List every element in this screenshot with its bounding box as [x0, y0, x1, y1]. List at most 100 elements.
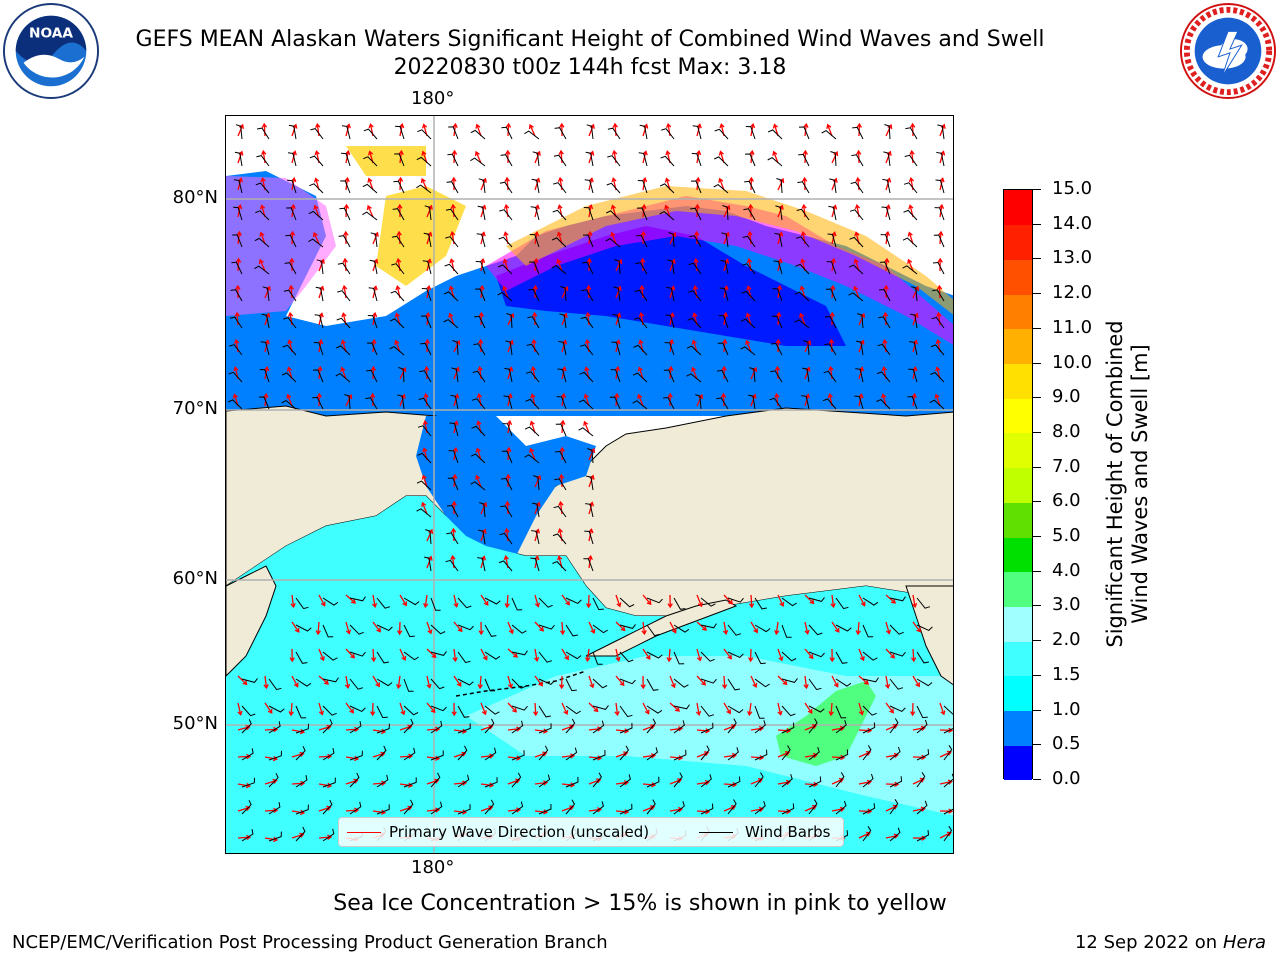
wave-arrowhead: [785, 779, 791, 786]
wind-barb: [580, 316, 594, 329]
wave-arrowhead: [858, 710, 865, 716]
wave-arrowhead: [731, 805, 737, 810]
wind-barb: [565, 651, 582, 660]
wind-barb: [665, 314, 675, 329]
wind-barb: [565, 678, 577, 692]
wave-arrow: [291, 231, 294, 245]
wave-arrowhead: [558, 473, 565, 479]
wave-arrow: [479, 367, 482, 380]
wave-arrow: [776, 366, 779, 380]
wave-arrow: [372, 621, 381, 632]
wind-barb: [499, 532, 513, 545]
wind-barb: [749, 367, 756, 383]
wave-arrow: [237, 783, 250, 787]
wind-barb: [417, 452, 432, 464]
wave-arrowhead: [543, 780, 549, 786]
wave-arrow: [939, 124, 945, 137]
wind-barb: [583, 207, 594, 221]
wave-arrowhead: [882, 311, 889, 317]
wave-arrowhead: [565, 600, 570, 606]
wind-barb: [339, 207, 351, 221]
wave-arrow: [723, 205, 730, 218]
wind-barb: [584, 179, 594, 194]
wind-barb: [254, 237, 270, 248]
wave-arrowhead: [344, 683, 351, 689]
wind-barb: [771, 315, 783, 329]
wind-barb: [646, 799, 656, 815]
sea-ice-island: [346, 146, 426, 176]
wave-arrowhead: [342, 257, 348, 263]
wave-arrowhead: [531, 338, 537, 344]
wave-arrowhead: [421, 474, 427, 480]
wind-barb: [241, 719, 252, 734]
wind-barb: [835, 597, 849, 610]
wave-arrow: [723, 675, 726, 689]
wind-barb: [558, 340, 567, 356]
wave-arrow: [264, 675, 268, 688]
wind-barb: [256, 155, 270, 167]
wave-arrowhead: [370, 711, 376, 717]
wind-barb: [585, 503, 594, 518]
wind-barb: [781, 651, 797, 662]
wind-barb: [638, 152, 648, 167]
wind-barb: [446, 181, 459, 194]
wave-arrow: [341, 367, 347, 380]
wave-arrowhead: [353, 778, 359, 784]
wind-barb: [314, 314, 324, 329]
wind-barb: [862, 773, 874, 788]
wind-barb: [744, 180, 756, 194]
wave-arrowhead: [319, 656, 325, 662]
wave-arrow: [291, 124, 297, 137]
wind-barb: [742, 235, 756, 248]
wind-barb: [911, 286, 918, 302]
wind-barb: [824, 315, 837, 329]
wave-arrowhead: [892, 723, 899, 729]
wave-arrowhead: [948, 808, 953, 814]
wave-arrowhead: [640, 257, 646, 263]
wave-arrow: [424, 594, 428, 607]
wind-barb: [585, 151, 594, 167]
wave-arrowhead: [452, 446, 459, 453]
wind-barb: [538, 597, 553, 608]
wind-barb: [774, 232, 783, 248]
wind-barb: [902, 265, 918, 275]
wind-barb: [538, 803, 552, 815]
wave-arrowhead: [718, 177, 724, 183]
wave-arrow: [345, 702, 354, 713]
wave-arrowhead: [772, 123, 778, 129]
wave-arrow: [885, 621, 890, 634]
wave-arrowhead: [450, 527, 457, 533]
colorbar-segment: [1004, 710, 1032, 746]
wind-barb: [470, 481, 486, 491]
wind-barb: [727, 624, 742, 636]
wave-arrowhead: [883, 284, 889, 290]
wave-arrowhead: [651, 782, 657, 788]
wave-arrow: [453, 340, 460, 353]
wind-barb: [801, 395, 810, 410]
wave-arrowhead: [827, 393, 833, 399]
wave-arrowhead: [343, 230, 349, 236]
wave-arrowhead: [590, 628, 596, 635]
wind-barb: [943, 808, 953, 815]
wind-barb: [376, 705, 388, 719]
wind-barb: [741, 263, 756, 275]
wave-arrowhead: [272, 836, 279, 843]
wave-arrowhead: [452, 473, 458, 479]
wind-barb: [528, 288, 540, 302]
wave-arrowhead: [394, 339, 400, 345]
colorbar-segment: [1004, 259, 1032, 295]
wave-arrowhead: [261, 149, 267, 156]
wave-arrow: [453, 810, 466, 814]
wind-barb: [634, 289, 648, 302]
wind-barb: [430, 705, 447, 712]
wave-arrow: [723, 621, 727, 634]
wave-arrowhead: [854, 231, 860, 237]
wind-barb: [474, 315, 486, 329]
wind-barb: [646, 624, 660, 637]
wave-arrowhead: [397, 630, 403, 636]
wind-barb: [646, 718, 657, 734]
wind-barb: [501, 126, 513, 140]
wave-arrowhead: [380, 809, 387, 815]
wind-barb: [592, 624, 608, 634]
wind-barb: [424, 205, 432, 221]
